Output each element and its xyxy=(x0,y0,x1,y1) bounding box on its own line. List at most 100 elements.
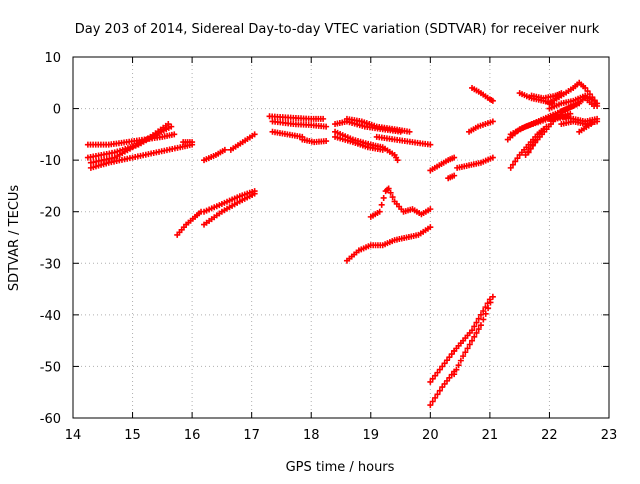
data-point xyxy=(385,185,392,192)
data-point xyxy=(376,208,383,215)
data-track-8 xyxy=(201,188,258,215)
y-tick-label: -40 xyxy=(40,309,61,324)
y-tick-label: -50 xyxy=(40,360,61,375)
data-track-20 xyxy=(367,185,434,220)
data-point xyxy=(441,360,448,367)
data-track-7 xyxy=(227,131,258,153)
y-tick-label: -30 xyxy=(40,257,61,272)
chart-title: Day 203 of 2014, Sidereal Day-to-day VTE… xyxy=(75,22,600,37)
data-point xyxy=(489,118,496,125)
data-track-6 xyxy=(201,146,228,164)
data-point xyxy=(477,311,484,318)
data-point xyxy=(427,224,434,231)
x-tick-label: 16 xyxy=(184,428,201,443)
data-point xyxy=(469,327,476,334)
x-tick-label: 15 xyxy=(124,428,141,443)
data-point xyxy=(514,155,521,162)
y-tick-label: 0 xyxy=(53,103,61,118)
y-tick-label: -60 xyxy=(40,412,61,427)
data-point xyxy=(473,319,480,326)
grid-layer xyxy=(73,57,609,418)
y-tick-label: -20 xyxy=(40,206,61,221)
x-tick-label: 14 xyxy=(65,428,82,443)
data-track-41 xyxy=(558,95,598,115)
data-point xyxy=(469,337,476,344)
data-point xyxy=(584,88,591,95)
data-point xyxy=(532,137,539,144)
data-point xyxy=(471,333,478,340)
data-track-15 xyxy=(343,115,413,135)
data-point xyxy=(489,97,496,104)
data-track-24 xyxy=(466,118,496,135)
data-track-34 xyxy=(525,123,550,156)
data-point xyxy=(486,296,493,303)
data-point xyxy=(444,377,451,384)
data-track-23 xyxy=(454,154,496,171)
data-track-25 xyxy=(469,84,496,104)
data-track-19 xyxy=(343,224,434,264)
data-point xyxy=(439,384,446,391)
data-point xyxy=(189,139,196,146)
data-track-38 xyxy=(546,92,601,112)
data-track-21 xyxy=(427,154,458,174)
data-point xyxy=(448,351,455,358)
data-point xyxy=(441,380,448,387)
data-point xyxy=(462,349,469,356)
data-point xyxy=(436,387,443,394)
data-point xyxy=(477,322,484,329)
data-point xyxy=(455,362,462,369)
data-point xyxy=(427,402,434,409)
data-track-26 xyxy=(427,347,458,385)
y-axis-label: SDTVAR / TECUs xyxy=(7,185,22,292)
data-point xyxy=(471,323,478,330)
data-point xyxy=(475,326,482,333)
data-point xyxy=(489,154,496,161)
data-point xyxy=(320,115,327,122)
x-tick-label: 18 xyxy=(303,428,320,443)
data-point xyxy=(439,363,446,370)
data-point xyxy=(460,353,467,360)
data-point xyxy=(171,131,178,138)
data-point xyxy=(221,146,228,153)
data-point xyxy=(251,190,258,197)
data-track-0 xyxy=(84,131,178,148)
x-axis-label: GPS time / hours xyxy=(286,460,395,475)
x-tick-label: 22 xyxy=(541,428,558,443)
data-point xyxy=(509,161,516,168)
data-point xyxy=(543,123,550,130)
data-track-18 xyxy=(373,133,434,148)
data-point xyxy=(323,138,330,145)
data-point xyxy=(582,84,589,91)
data-point xyxy=(406,128,413,135)
data-point xyxy=(427,206,434,213)
data-track-29 xyxy=(451,296,493,354)
data-point xyxy=(165,121,172,128)
data-track-17 xyxy=(332,133,386,153)
data-point xyxy=(378,201,385,208)
data-point xyxy=(429,398,436,405)
data-point xyxy=(527,145,534,152)
data-track-10 xyxy=(266,113,327,122)
data-point xyxy=(394,157,401,164)
data-point xyxy=(427,141,434,148)
data-track-9 xyxy=(201,190,258,228)
data-track-42 xyxy=(576,121,595,135)
data-point xyxy=(507,164,514,171)
data-point xyxy=(446,354,453,361)
ticks-layer: 14 15 16 17 18 19 20 21 22 23 -60 -50 -40 -30 -20 -10 0 1… xyxy=(40,51,618,443)
data-point xyxy=(387,189,394,196)
data-point xyxy=(466,341,473,348)
data-point xyxy=(594,118,601,125)
data-point xyxy=(473,329,480,336)
data-point xyxy=(380,194,387,201)
data-layer xyxy=(84,79,601,409)
data-track-13 xyxy=(299,136,330,146)
data-point xyxy=(464,345,471,352)
data-point xyxy=(444,357,451,364)
data-point xyxy=(512,158,519,165)
data-track-4 xyxy=(180,139,196,146)
data-point xyxy=(446,374,453,381)
